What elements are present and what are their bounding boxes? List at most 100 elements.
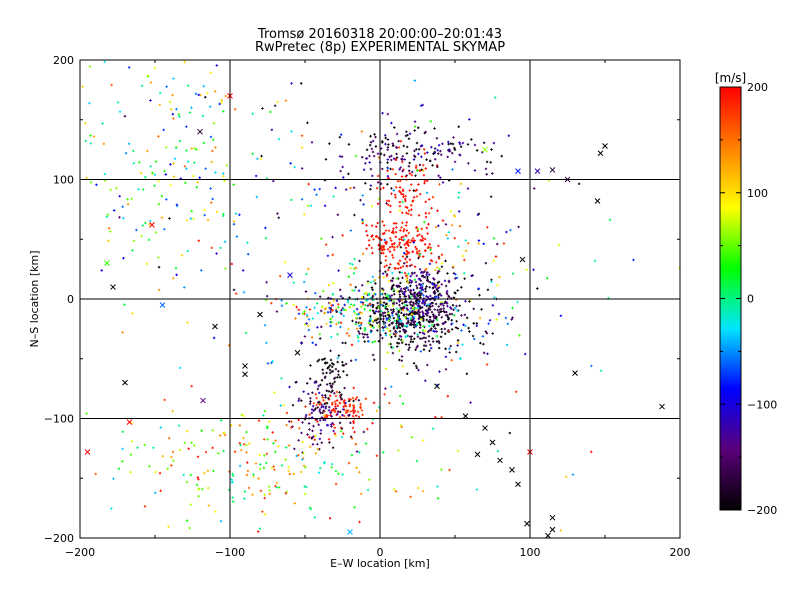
scatter-point bbox=[351, 396, 355, 400]
scatter-point bbox=[402, 229, 405, 233]
scatter-point bbox=[394, 230, 398, 234]
scatter-point bbox=[407, 272, 410, 275]
scatter-point bbox=[316, 312, 320, 315]
scatter-point bbox=[452, 314, 456, 317]
scatter-point bbox=[263, 493, 266, 497]
scatter-point bbox=[189, 473, 193, 477]
scatter-point bbox=[303, 335, 307, 338]
scatter-point bbox=[220, 101, 223, 104]
scatter-point bbox=[328, 406, 331, 409]
scatter-point bbox=[410, 281, 413, 284]
scatter-point bbox=[321, 411, 324, 414]
scatter-point bbox=[384, 255, 388, 258]
scatter-point bbox=[360, 409, 364, 412]
scatter-point bbox=[358, 471, 361, 474]
scatter-point bbox=[322, 289, 325, 293]
scatter-point bbox=[437, 346, 441, 350]
scatter-point bbox=[446, 237, 449, 240]
scatter-point bbox=[590, 450, 593, 454]
scatter-point bbox=[265, 281, 268, 284]
scatter-point bbox=[398, 209, 401, 212]
scatter-point bbox=[396, 180, 400, 183]
scatter-point bbox=[382, 296, 385, 299]
scatter-point bbox=[154, 231, 158, 234]
scatter-point bbox=[380, 244, 384, 248]
scatter-point bbox=[347, 414, 350, 417]
scatter-point bbox=[321, 305, 324, 309]
scatter-point bbox=[396, 320, 400, 323]
scatter-point bbox=[267, 485, 271, 488]
scatter-point bbox=[475, 322, 479, 325]
cross-point bbox=[200, 397, 206, 404]
scatter-point bbox=[406, 372, 409, 375]
scatter-point bbox=[381, 167, 384, 171]
scatter-point bbox=[381, 272, 385, 275]
scatter-point bbox=[319, 432, 322, 435]
scatter-point bbox=[422, 288, 425, 292]
scatter-point bbox=[509, 228, 512, 232]
scatter-point bbox=[419, 350, 422, 353]
scatter-point bbox=[320, 237, 323, 241]
scatter-point bbox=[342, 176, 345, 179]
scatter-point bbox=[380, 303, 384, 306]
scatter-point bbox=[421, 439, 425, 442]
scatter-point bbox=[353, 430, 356, 434]
colorbar-tick-label: 100 bbox=[747, 187, 768, 200]
cross-point bbox=[159, 302, 166, 308]
scatter-point bbox=[334, 482, 338, 486]
scatter-point bbox=[304, 466, 307, 469]
scatter-point bbox=[394, 158, 398, 162]
scatter-point bbox=[400, 299, 404, 302]
scatter-point bbox=[376, 329, 379, 332]
scatter-point bbox=[371, 288, 374, 291]
scatter-point bbox=[123, 115, 127, 118]
scatter-point bbox=[165, 85, 168, 88]
scatter-point bbox=[414, 348, 417, 351]
scatter-point bbox=[418, 268, 422, 271]
scatter-point bbox=[290, 198, 293, 202]
scatter-point bbox=[451, 142, 455, 146]
scatter-point bbox=[398, 295, 402, 299]
scatter-point bbox=[454, 272, 457, 276]
scatter-point bbox=[451, 168, 454, 171]
scatter-point bbox=[413, 265, 417, 268]
scatter-point bbox=[202, 141, 206, 145]
scatter-point bbox=[304, 290, 308, 293]
scatter-point bbox=[295, 454, 298, 458]
scatter-point bbox=[366, 336, 370, 339]
scatter-point bbox=[369, 141, 373, 144]
scatter-point bbox=[342, 308, 345, 311]
scatter-point bbox=[331, 253, 334, 257]
scatter-point bbox=[92, 135, 96, 138]
scatter-point bbox=[337, 303, 340, 306]
scatter-point bbox=[390, 243, 394, 246]
scatter-point bbox=[263, 454, 266, 457]
scatter-point bbox=[400, 319, 403, 323]
scatter-point bbox=[305, 313, 309, 317]
scatter-point bbox=[417, 486, 420, 490]
scatter-point bbox=[318, 419, 322, 422]
scatter-point bbox=[121, 447, 124, 451]
scatter-point bbox=[189, 503, 192, 506]
scatter-point bbox=[127, 142, 131, 146]
scatter-point bbox=[490, 280, 493, 284]
scatter-point bbox=[496, 450, 500, 453]
scatter-point bbox=[217, 452, 220, 455]
scatter-point bbox=[157, 180, 160, 183]
scatter-point bbox=[468, 330, 471, 333]
scatter-point bbox=[157, 265, 161, 269]
scatter-point bbox=[384, 334, 388, 337]
scatter-point bbox=[305, 272, 308, 276]
scatter-point bbox=[122, 257, 125, 260]
scatter-point bbox=[210, 201, 213, 204]
scatter-point bbox=[222, 212, 225, 216]
scatter-point bbox=[338, 288, 342, 292]
scatter-point bbox=[308, 428, 311, 431]
scatter-point bbox=[331, 315, 334, 318]
scatter-point bbox=[475, 488, 479, 491]
scatter-point bbox=[403, 306, 406, 309]
scatter-point bbox=[384, 314, 387, 318]
scatter-point bbox=[308, 377, 312, 380]
scatter-point bbox=[400, 271, 404, 274]
scatter-point bbox=[391, 304, 395, 307]
